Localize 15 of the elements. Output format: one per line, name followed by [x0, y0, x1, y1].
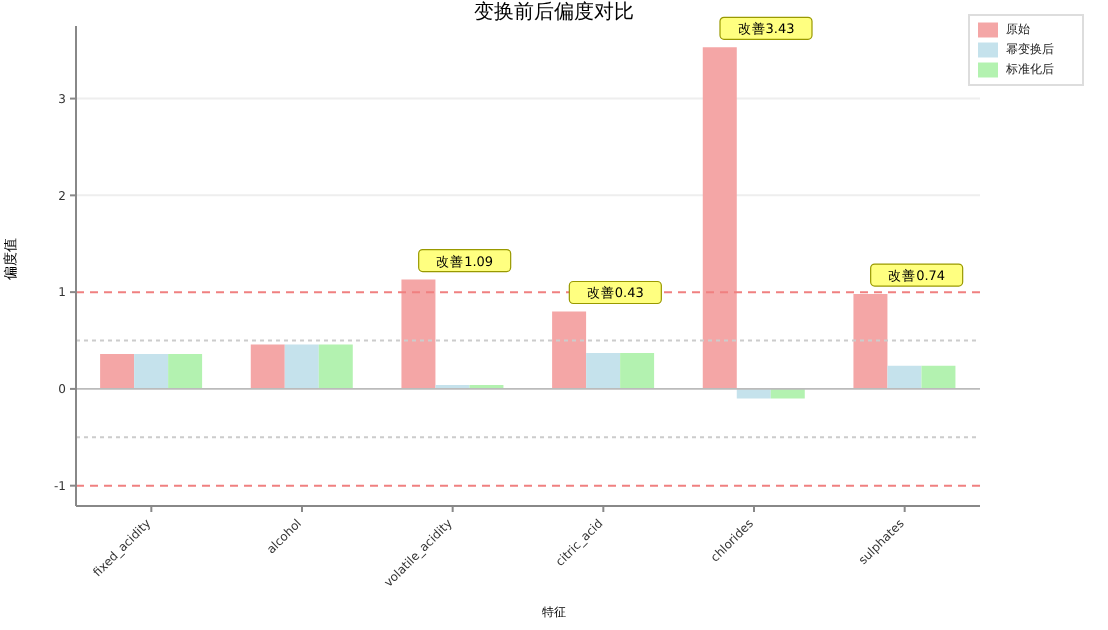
- bar: [100, 354, 135, 389]
- bar: [284, 344, 319, 389]
- bar: [702, 47, 737, 389]
- bar: [853, 294, 888, 389]
- bar: [921, 365, 956, 389]
- bar: [318, 344, 353, 389]
- bar: [134, 354, 169, 389]
- bar: [887, 365, 922, 389]
- bar: [401, 279, 436, 389]
- bar: [168, 354, 203, 389]
- bar: [620, 353, 655, 389]
- bar: [586, 353, 621, 389]
- chart-title: 变换前后偏度对比: [474, 2, 634, 24]
- bar: [552, 311, 587, 389]
- bar: [250, 344, 285, 389]
